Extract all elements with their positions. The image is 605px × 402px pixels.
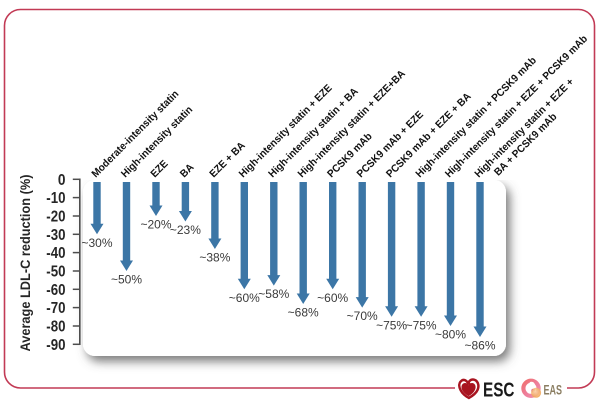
svg-text:-50: -50 [46,264,65,281]
svg-text:-60: -60 [46,282,65,299]
svg-text:-40: -40 [46,245,65,262]
svg-text:-30: -30 [46,227,65,244]
svg-text:~50%: ~50% [111,273,142,287]
svg-text:-80: -80 [46,319,65,336]
svg-text:~75%: ~75% [406,318,437,332]
svg-text:EAS: EAS [544,382,563,398]
svg-text:~75%: ~75% [376,318,407,332]
svg-text:~20%: ~20% [140,218,171,232]
svg-text:Average LDL-C reduction (%): Average LDL-C reduction (%) [18,175,33,352]
svg-text:~58%: ~58% [258,287,289,301]
svg-text:ESC: ESC [483,379,515,402]
svg-text:-10: -10 [46,190,65,207]
svg-text:~23%: ~23% [170,223,201,237]
svg-text:~30%: ~30% [81,236,112,250]
svg-text:0: 0 [58,172,66,189]
svg-text:-70: -70 [46,300,65,317]
svg-text:-90: -90 [46,337,65,354]
svg-text:~80%: ~80% [435,328,466,342]
svg-text:~68%: ~68% [288,306,319,320]
svg-text:~60%: ~60% [229,291,260,305]
svg-text:-20: -20 [46,209,65,226]
svg-text:~70%: ~70% [347,309,378,323]
svg-text:~60%: ~60% [317,291,348,305]
svg-text:~38%: ~38% [199,251,230,265]
svg-text:~86%: ~86% [464,339,495,353]
